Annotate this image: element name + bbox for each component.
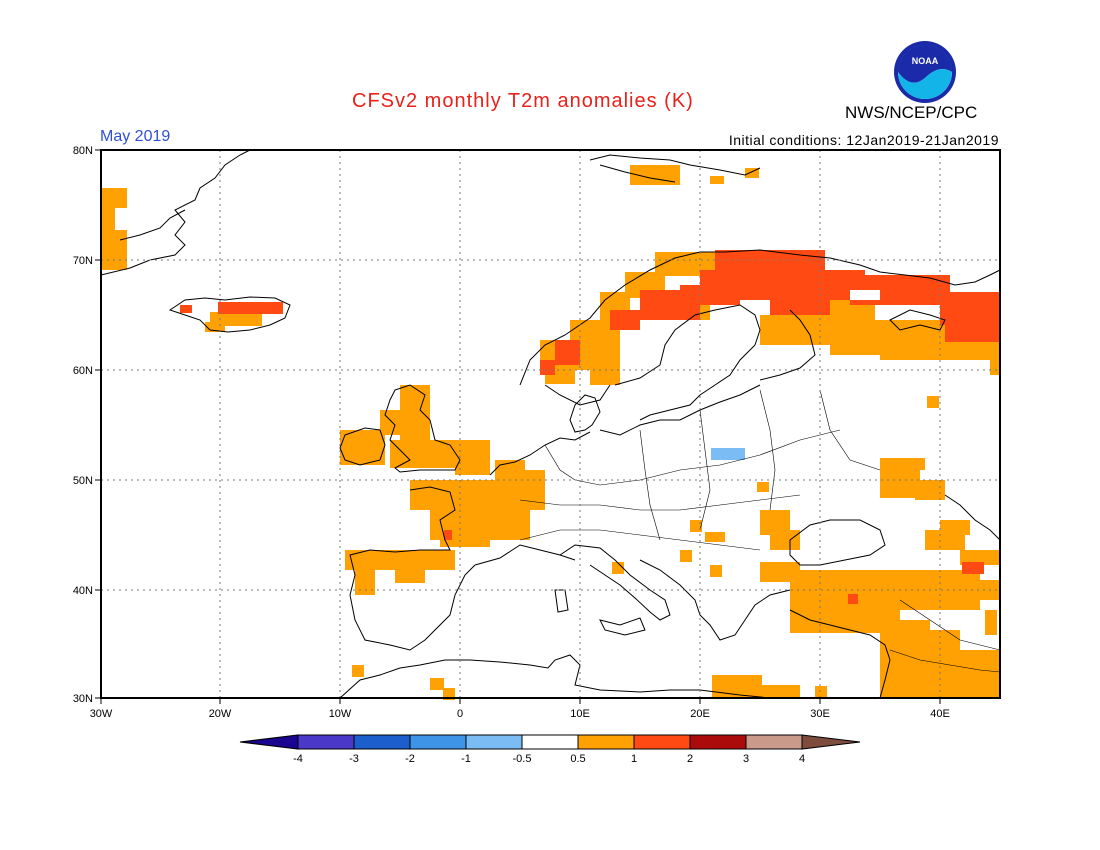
anomaly-shading xyxy=(101,165,1000,700)
colorbar-label: 2 xyxy=(687,753,693,765)
colorbar-label: -2 xyxy=(405,753,415,765)
lat-label: 70N xyxy=(73,255,93,267)
colorbar-swatch xyxy=(465,734,523,750)
lon-label: 30E xyxy=(810,708,830,720)
colorbar-swatch xyxy=(353,734,411,750)
colorbar-swatch xyxy=(745,734,803,750)
logo-text: NOAA xyxy=(912,56,939,66)
coastlines xyxy=(100,149,1001,699)
colorbar-swatch xyxy=(521,734,579,750)
colorbar-arrow-high xyxy=(801,734,861,750)
colorbar-swatch xyxy=(577,734,635,750)
lon-label: 30W xyxy=(90,708,113,720)
forecast-month: May 2019 xyxy=(100,128,171,145)
colorbar: -4 -3 -2 -1 -0.5 0.5 1 2 3 4 xyxy=(239,734,861,765)
lat-label: 40N xyxy=(73,585,93,597)
colorbar-label: -4 xyxy=(293,753,303,765)
lon-label: 20W xyxy=(209,708,232,720)
colorbar-swatch xyxy=(409,734,467,750)
initial-conditions: Initial conditions: 12Jan2019-21Jan2019 xyxy=(728,132,999,148)
lat-label: 50N xyxy=(73,475,93,487)
colorbar-label: 3 xyxy=(743,753,749,765)
noaa-logo-icon: NOAA xyxy=(894,41,956,103)
lat-label: 30N xyxy=(73,693,93,705)
lon-label: 40E xyxy=(930,708,950,720)
lat-lon-grid xyxy=(101,150,1000,698)
lon-label: 0 xyxy=(457,708,463,720)
colorbar-swatch xyxy=(633,734,691,750)
colorbar-swatch xyxy=(689,734,747,750)
colorbar-label: 4 xyxy=(799,753,805,765)
colorbar-label: 0.5 xyxy=(570,753,585,765)
colorbar-label: -3 xyxy=(349,753,359,765)
colorbar-arrow-low xyxy=(239,734,299,750)
agency-label: NWS/NCEP/CPC xyxy=(845,103,978,122)
lat-label: 80N xyxy=(73,145,93,157)
colorbar-swatch xyxy=(297,734,355,750)
colorbar-label: -1 xyxy=(461,753,471,765)
lon-label: 10W xyxy=(329,708,352,720)
map-title: CFSv2 monthly T2m anomalies (K) xyxy=(352,90,694,112)
map-frame xyxy=(100,149,1001,699)
lon-label: 10E xyxy=(570,708,590,720)
colorbar-label: 1 xyxy=(631,753,637,765)
lon-label: 20E xyxy=(690,708,710,720)
colorbar-label: -0.5 xyxy=(513,753,532,765)
lat-label: 60N xyxy=(73,365,93,377)
